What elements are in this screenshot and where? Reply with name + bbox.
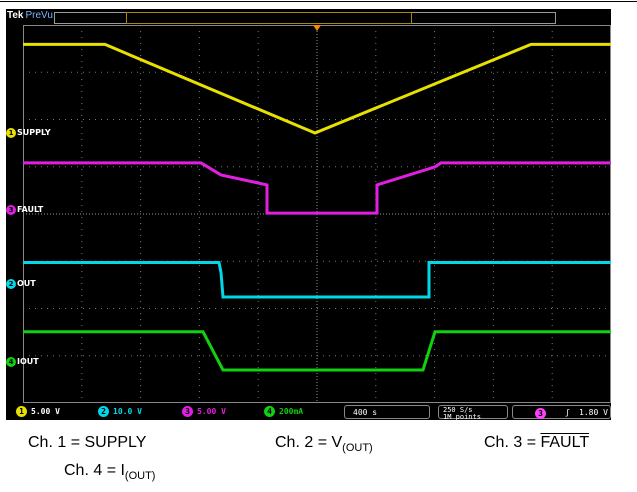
ch1-supply-trace (23, 42, 611, 135)
mode-label: PreVu (25, 10, 53, 21)
ch4-ground-label[interactable]: 4 IOUT (6, 356, 39, 368)
ch4-iout-trace (23, 330, 611, 372)
caption-ch4: Ch. 4 = I(OUT) (64, 462, 156, 482)
ch4-number: 4 (6, 357, 16, 367)
scope-brand: Tek PreVu (7, 10, 53, 21)
caption-ch1: Ch. 1 = SUPPLY (28, 434, 147, 451)
ch3-fault-trace (23, 161, 611, 215)
ch1-number: 1 (6, 128, 16, 138)
status-bar: 1 5.00 V 2 10.0 V 3 5.00 V 4 200mA 400 s 250… (6, 404, 611, 421)
ch3-scale-readout[interactable]: 3 5.00 V (182, 406, 226, 418)
scope-header: Tek PreVu (6, 9, 611, 25)
ch3-number: 3 (6, 205, 16, 215)
trigger-readout[interactable]: 3 ʃ 1.80 V (512, 405, 611, 419)
ch1-scale-readout[interactable]: 1 5.00 V (16, 406, 60, 418)
ch2-ground-label[interactable]: 2 OUT (6, 278, 36, 290)
ch3-name: FAULT (17, 205, 44, 214)
ch2-out-trace (23, 261, 611, 299)
rising-edge-icon: ʃ (565, 408, 570, 417)
oscilloscope-display: Tek PreVu 1 SUPPLY 3 FAULT 2 OUT 4 IOUT 1 5.00… (6, 9, 611, 421)
ch3-ground-label[interactable]: 3 FAULT (6, 204, 43, 216)
trigger-level: 1.80 V (579, 408, 608, 417)
ch2-name: OUT (17, 279, 36, 288)
ch4-scale-readout[interactable]: 4 200mA (264, 406, 303, 418)
waveform-plot (23, 25, 611, 403)
trigger-channel: 3 (535, 408, 546, 419)
ch1-name: SUPPLY (17, 128, 51, 137)
caption-ch3: Ch. 3 = FAULT (484, 434, 590, 451)
ch1-ground-label[interactable]: 1 SUPPLY (6, 127, 51, 139)
record-length: 1M points (443, 413, 481, 421)
traces (23, 42, 611, 372)
waveform-screen[interactable] (23, 25, 611, 403)
top-rule (0, 1, 637, 2)
ch2-scale-readout[interactable]: 2 10.0 V (98, 406, 142, 418)
figure-caption: Ch. 1 = SUPPLY Ch. 2 = V(OUT) Ch. 3 = FA… (0, 420, 637, 492)
sample-rate: 250 S/s (443, 406, 473, 414)
caption-ch2: Ch. 2 = V(OUT) (275, 434, 373, 454)
acquisition-readout[interactable]: 250 S/s 1M points (438, 405, 508, 421)
ch2-number: 2 (6, 279, 16, 289)
brand-label: Tek (7, 10, 24, 21)
timebase-readout[interactable]: 400 s (344, 405, 430, 419)
ch4-name: IOUT (17, 357, 39, 366)
record-view-window[interactable] (126, 12, 412, 24)
trigger-position-marker (313, 25, 321, 31)
